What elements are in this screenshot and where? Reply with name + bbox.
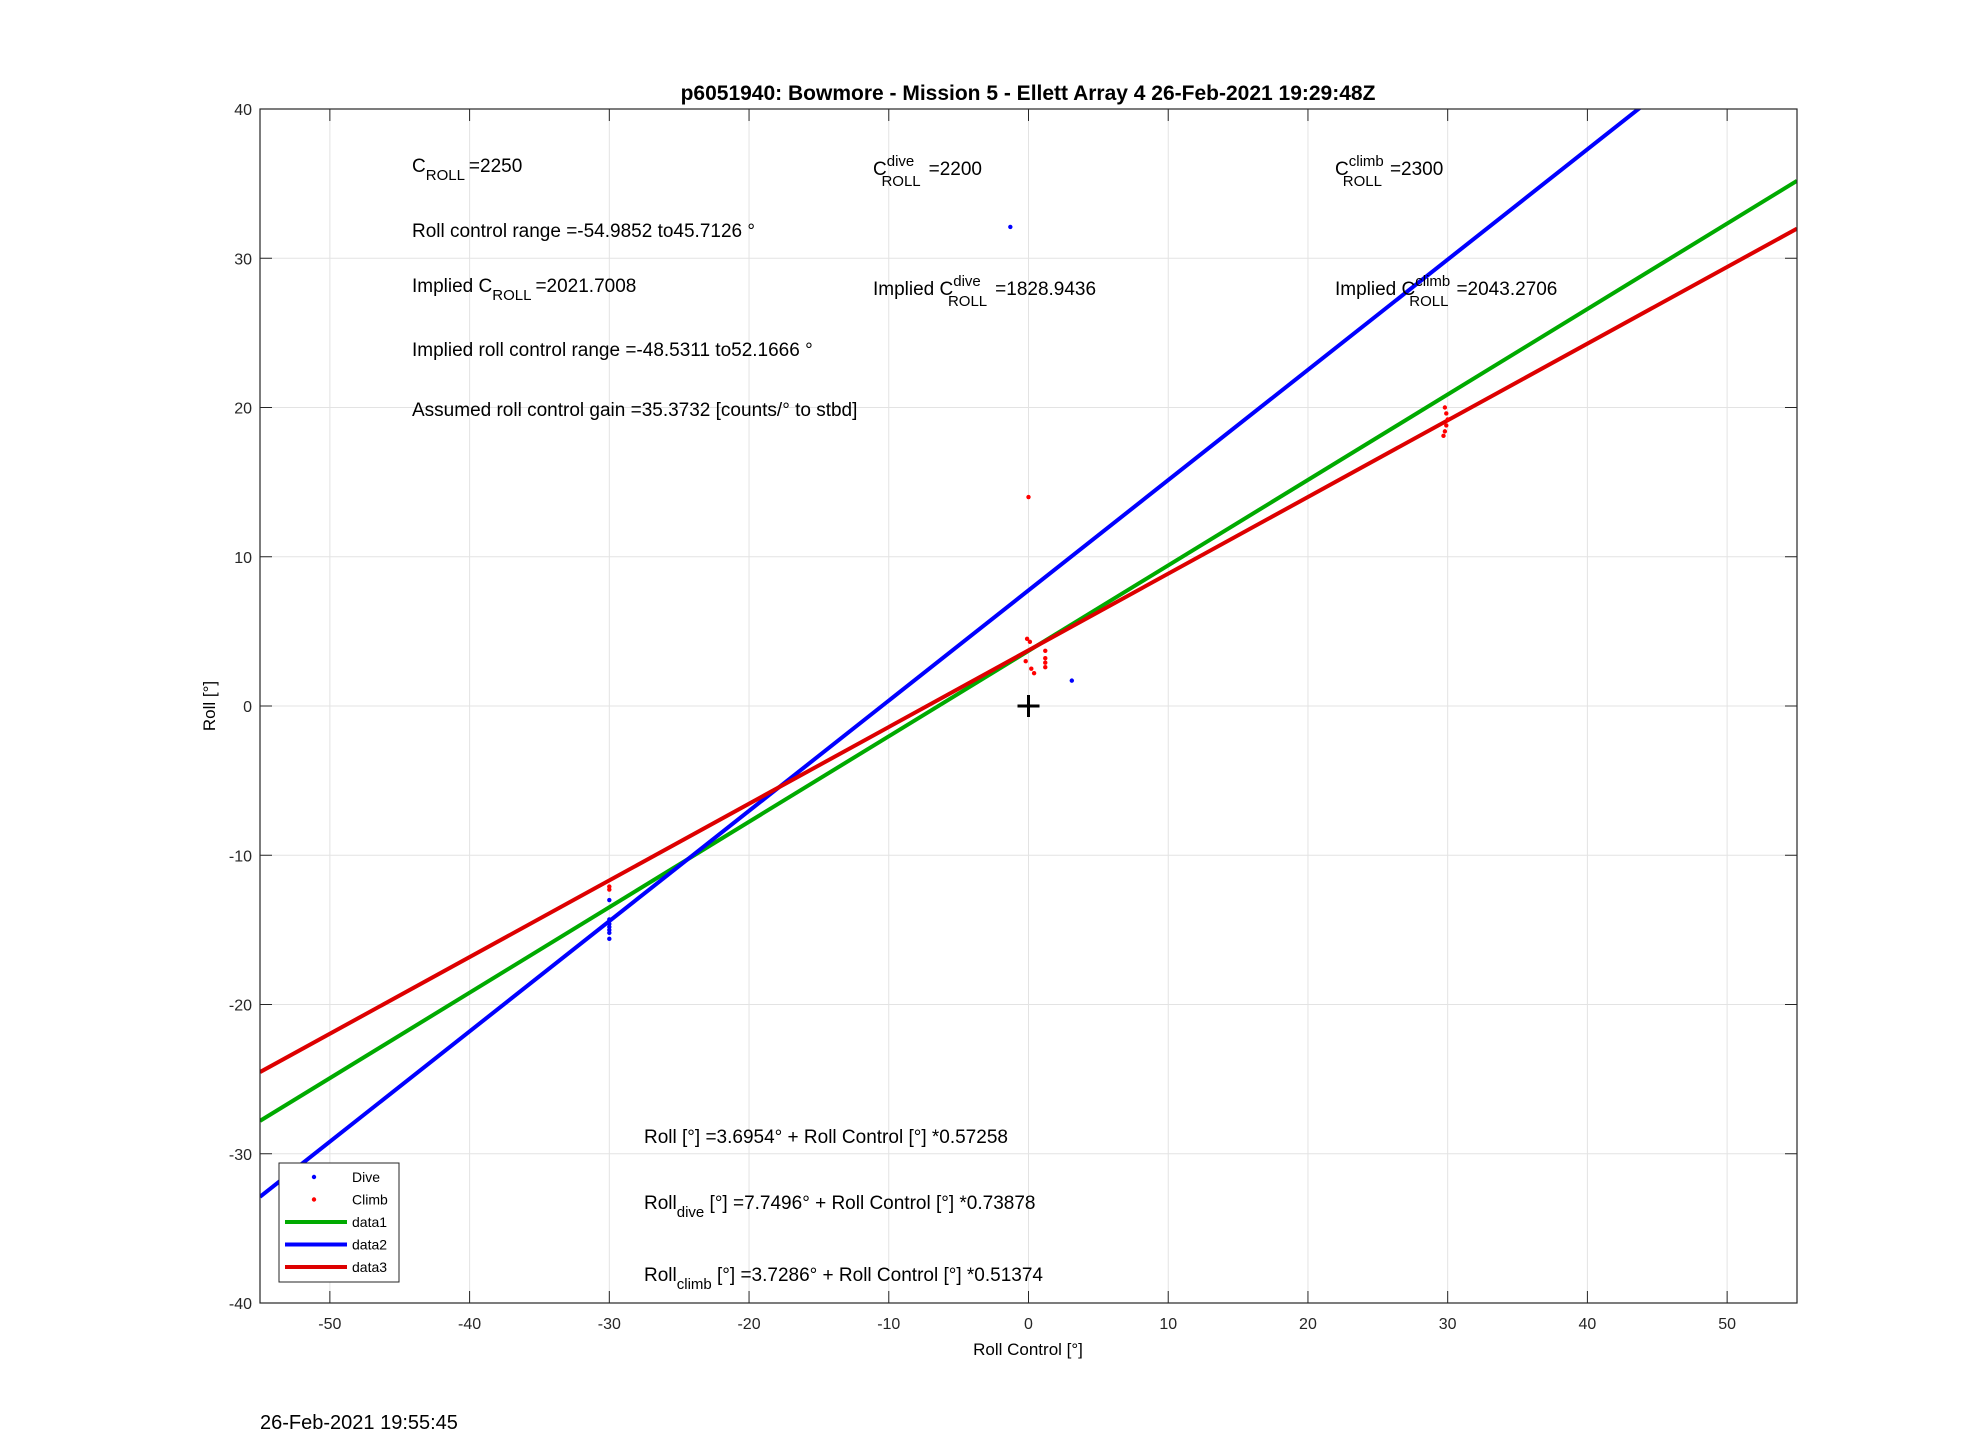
climb-point — [1043, 648, 1048, 653]
fit-lines — [260, 109, 1797, 1199]
climb-point — [1043, 664, 1048, 670]
x-tick-label: 40 — [1579, 1316, 1597, 1333]
fit-all-equation: Roll [°] =3.6954° + Roll Control [°] *0.… — [644, 1127, 1008, 1148]
climb-point — [1043, 656, 1048, 661]
y-axis-label: Roll [°] — [200, 681, 219, 731]
x-axis-label: Roll Control [°] — [973, 1340, 1083, 1359]
climb-point — [1031, 670, 1037, 676]
legend-label-data3: data3 — [352, 1259, 387, 1275]
legend-label-data1: data1 — [352, 1214, 387, 1230]
y-tick-label: 40 — [234, 102, 252, 119]
y-tick-label: 20 — [234, 401, 252, 418]
roll-gain-label: Assumed roll control gain =35.3732 [coun… — [412, 400, 857, 421]
scatter-points — [607, 224, 1450, 942]
dive-point — [607, 917, 612, 922]
fit-dive-equation: Rolldive [°] =7.7496° + Roll Control [°]… — [644, 1193, 1036, 1221]
climb-point — [1029, 666, 1034, 671]
x-tick-label: 20 — [1299, 1316, 1317, 1333]
y-tick-label: 0 — [243, 699, 252, 716]
climb-point — [1444, 423, 1449, 428]
y-tick-label: -20 — [229, 998, 252, 1015]
x-tick-label: 30 — [1439, 1316, 1457, 1333]
implied-c-roll-climb-label: Implied Cclimb ROLL=2043.2706 — [1335, 273, 1557, 310]
fit-line-data3 — [260, 226, 1797, 1074]
fit-line-data2 — [260, 109, 1642, 1199]
climb-point — [1027, 639, 1033, 645]
legend-label-climb: Climb — [352, 1192, 388, 1208]
dive-point — [607, 930, 612, 936]
climb-point — [1043, 660, 1048, 665]
chart-title: p6051940: Bowmore - Mission 5 - Ellett A… — [681, 82, 1376, 105]
legend-marker-climb — [311, 1197, 317, 1202]
climb-point — [1444, 411, 1449, 416]
x-tick-label: -10 — [877, 1316, 900, 1333]
implied-c-roll-dive-label: Implied Cdive ROLL=1828.9436 — [873, 273, 1096, 310]
climb-point — [1442, 429, 1448, 434]
x-tick-label: 0 — [1024, 1316, 1033, 1333]
axes: -50 -40 -30 -20 -10 0 10 20 30 40 50 -40 -30 -20 -10 0 1… — [229, 102, 1797, 1333]
dive-point — [1008, 224, 1013, 230]
legend: Dive Climb data1 data2 data3 — [278, 1162, 400, 1283]
y-tick-label: 10 — [234, 550, 252, 567]
c-roll-label: CROLL =2250 — [412, 156, 522, 184]
climb-point — [607, 887, 612, 892]
dive-point — [607, 897, 612, 903]
climb-point — [1442, 405, 1448, 410]
x-tick-label: 10 — [1159, 1316, 1177, 1333]
fit-climb-equation: Rollclimb [°] =3.7286° + Roll Control [°… — [644, 1265, 1043, 1293]
y-tick-label: -40 — [229, 1296, 252, 1313]
legend-marker-dive — [311, 1174, 317, 1180]
climb-point — [1024, 636, 1030, 642]
y-tick-label: -10 — [229, 848, 252, 865]
annotations: CROLL =2250 Cdive ROLL=2200 Cclimb ROLL=2300 R… — [412, 153, 1557, 1293]
roll-control-range-label: Roll control range =-54.9852 to45.7126 ° — [412, 221, 755, 242]
x-tick-label: -20 — [737, 1316, 760, 1333]
c-roll-dive-label: Cdive ROLL=2200 — [873, 153, 982, 190]
implied-roll-range-label: Implied roll control range =-48.5311 to5… — [412, 340, 813, 361]
x-tick-label: -40 — [458, 1316, 481, 1333]
c-roll-climb-label: Cclimb ROLL=2300 — [1335, 153, 1443, 190]
y-tick-label: -30 — [229, 1147, 252, 1164]
climb-point — [1441, 433, 1446, 439]
legend-label-dive: Dive — [352, 1169, 380, 1185]
dive-point — [1069, 678, 1075, 683]
climb-point — [1026, 494, 1031, 500]
x-tick-label: 50 — [1718, 1316, 1736, 1333]
footer-timestamp: 26-Feb-2021 19:55:45 — [260, 1412, 458, 1434]
climb-point — [1023, 659, 1028, 664]
x-tick-label: -30 — [598, 1316, 621, 1333]
y-tick-label: 30 — [234, 251, 252, 268]
x-tick-label: -50 — [318, 1316, 341, 1333]
climb-point — [1445, 417, 1450, 422]
plot-frame — [259, 108, 1798, 1304]
dive-point — [607, 936, 612, 942]
legend-label-data2: data2 — [352, 1237, 387, 1253]
implied-c-roll-label: Implied CROLL =2021.7008 — [412, 276, 636, 304]
